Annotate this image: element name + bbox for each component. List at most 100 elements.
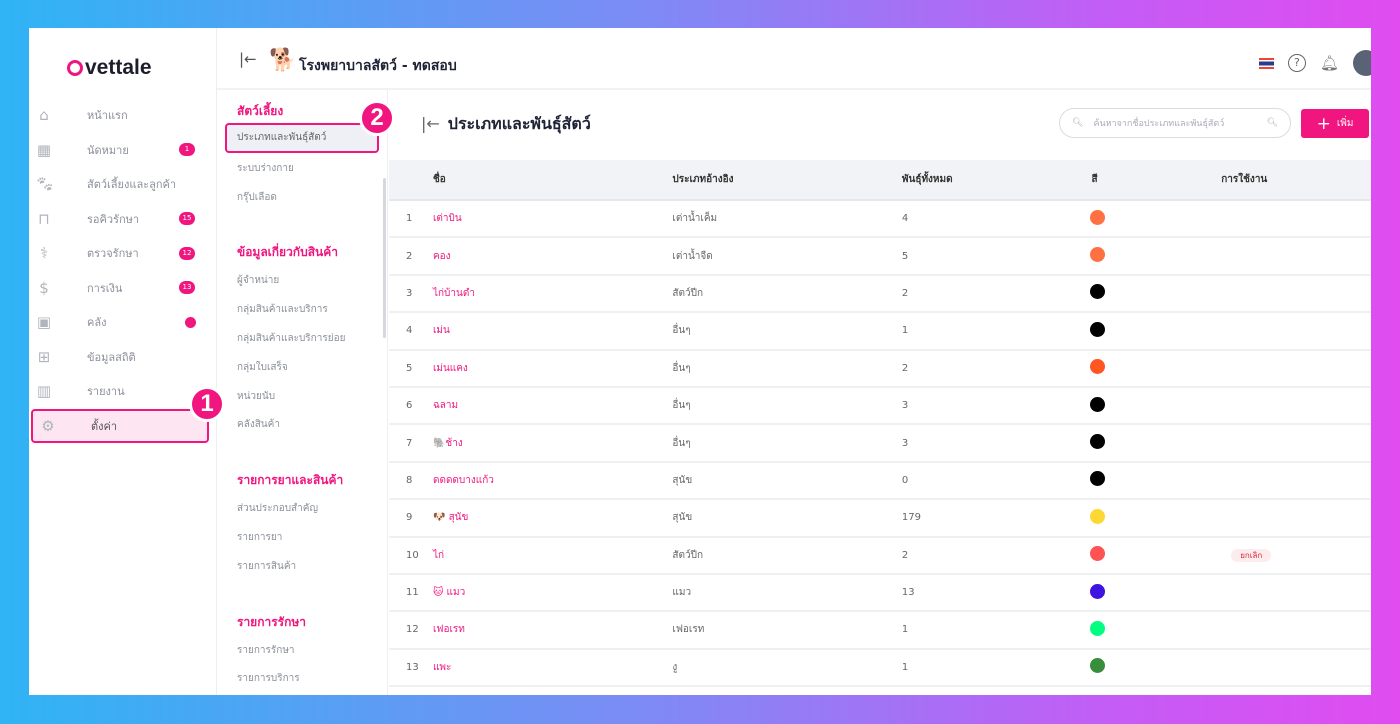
stethoscope-icon: ⚕ — [39, 244, 49, 263]
table-row[interactable]: 2 คอง เต่าน้ำจืด 5 — [389, 237, 1371, 276]
count-badge: 1 — [179, 143, 195, 157]
logo: vettale — [67, 56, 152, 80]
submenu-item[interactable]: คลังสินค้า — [237, 419, 280, 431]
color-cell — [1089, 312, 1222, 351]
color-cell — [1089, 200, 1222, 239]
add-button[interactable]: + เพิ่ม — [1301, 109, 1369, 138]
table-row[interactable]: 7 🐘ช้าง อื่นๆ 3 — [389, 424, 1371, 463]
breed-name-link[interactable]: เม่นแคง — [432, 349, 673, 388]
breed-name-link[interactable]: 🐘ช้าง — [432, 424, 673, 463]
help-icon[interactable]: ? — [1287, 54, 1306, 72]
reference-type: อื่นๆ — [672, 312, 902, 351]
sidebar-nav: ⌂ หน้าแรก ▦ นัดหมาย 1 🐾︎ สัตว์เลี้ยงและลูกค้า ⊓… — [29, 98, 217, 443]
count-badge: 13 — [179, 281, 195, 295]
breed-name-link[interactable]: ไก่ — [432, 536, 673, 575]
submenu-item[interactable]: รายการสินค้า — [237, 560, 297, 572]
table-row[interactable]: 8 ดดดดบางแก้ว สุนัข 0 — [389, 461, 1371, 501]
submenu-item[interactable]: รายการรักษา — [237, 644, 295, 656]
color-swatch — [1089, 284, 1105, 300]
submenu-scrollbar[interactable] — [383, 178, 386, 338]
breed-name-link[interactable]: 🐱 แมว — [432, 573, 673, 613]
color-swatch — [1089, 658, 1105, 674]
settings-submenu: สัตว์เลี้ยง ประเภทและพันธุ์สัตว์ ระบบร่างก… — [217, 90, 388, 695]
add-label: เพิ่ม — [1336, 118, 1354, 129]
search-submit-icon[interactable]: 🔍︎ — [1266, 118, 1278, 128]
reference-type: สัตว์ปีก — [672, 274, 902, 314]
sidebar-item-label: รายงาน — [87, 385, 125, 399]
breed-name-link[interactable]: เต่าบิน — [432, 200, 673, 239]
table-row[interactable]: 12 เฟอเรท เฟอเรท 1 — [389, 611, 1371, 650]
status-cell — [1221, 573, 1371, 613]
sidebar-item-home[interactable]: ⌂ หน้าแรก — [29, 98, 217, 133]
avatar[interactable] — [1353, 50, 1371, 76]
status-cell — [1221, 312, 1371, 351]
table-row[interactable]: 13 แพะ งู 1 — [389, 648, 1371, 688]
sidebar-item-box[interactable]: ▣ คลัง — [29, 305, 217, 340]
sidebar-item-calendar[interactable]: ▦ นัดหมาย 1 — [29, 133, 217, 168]
submenu-item[interactable]: ระบบร่างกาย — [237, 162, 294, 174]
table-row[interactable]: 3 ไก่บ้านดำ สัตว์ปีก 2 — [389, 274, 1371, 314]
sidebar-item-sofa[interactable]: ⊓ รอคิวรักษา 15 — [29, 202, 217, 237]
status-cell — [1221, 200, 1371, 239]
sidebar-item-label: นัดหมาย — [87, 143, 129, 157]
breed-count: 3 — [901, 424, 1092, 463]
table-row[interactable]: 10 ไก่ สัตว์ปีก 2 ยกเลิก — [389, 536, 1371, 575]
submenu-item[interactable]: รายการบริการ — [237, 673, 300, 685]
home-icon: ⌂ — [39, 106, 49, 125]
submenu-section-title: รายการยาและสินค้า — [237, 473, 344, 488]
sidebar-item-chart[interactable]: ▥ รายงาน — [29, 374, 217, 409]
breed-name-link[interactable]: แพะ — [432, 648, 673, 688]
submenu-item[interactable]: กลุ่มใบเสร็จ — [237, 361, 288, 373]
status-badge: ยกเลิก — [1231, 548, 1272, 562]
submenu-item[interactable]: กรุ๊ปเลือด — [237, 191, 277, 203]
color-cell — [1089, 573, 1222, 613]
submenu-item[interactable]: ส่วนประกอบสำคัญ — [237, 503, 318, 515]
submenu-item[interactable]: กลุ่มสินค้าและบริการ — [237, 304, 328, 316]
status-cell — [1221, 349, 1371, 388]
bell-icon[interactable]: 🔔︎ — [1319, 54, 1339, 72]
table-row[interactable]: 9 🐶 สุนัข สุนัข 179 — [389, 499, 1371, 538]
breed-name-link[interactable]: 🐶 สุนัข — [432, 499, 673, 538]
sidebar-item-paw[interactable]: 🐾︎ สัตว์เลี้ยงและลูกค้า — [29, 167, 217, 202]
sidebar: vettale ⌂ หน้าแรก ▦ นัดหมาย 1 🐾︎ สัตว์เลี้ยงแล… — [29, 28, 217, 695]
color-swatch — [1089, 321, 1105, 337]
box-icon: ▣ — [36, 313, 52, 332]
submenu-item[interactable]: ประเภทและพันธุ์สัตว์ — [225, 123, 379, 153]
submenu-item[interactable]: ผู้จำหน่าย — [237, 275, 280, 287]
table-row[interactable]: 5 เม่นแคง อื่นๆ 2 — [389, 349, 1371, 388]
column-header: การใช้งาน — [1221, 160, 1371, 201]
color-swatch — [1089, 620, 1105, 636]
color-cell — [1089, 648, 1222, 688]
sidebar-item-label: สัตว์เลี้ยงและลูกค้า — [87, 178, 177, 192]
sidebar-item-stethoscope[interactable]: ⚕ ตรวจรักษา 12 — [29, 236, 217, 271]
breed-count: 1 — [901, 312, 1092, 351]
table-row[interactable]: 6 ฉลาม อื่นๆ 3 — [389, 386, 1371, 426]
breed-name-link[interactable]: คอง — [432, 237, 673, 276]
table-row[interactable]: 1 เต่าบิน เต่าน้ำเค็ม 4 — [389, 200, 1371, 239]
search-input[interactable]: 🔍︎ ค้นหาจากชื่อประเภทและพันธุ์สัตว์ 🔍︎ — [1059, 108, 1291, 138]
gear-icon: ⚙ — [41, 416, 55, 435]
row-number: 4 — [389, 312, 433, 351]
breed-name-link[interactable]: เฟอเรท — [432, 611, 673, 650]
submenu-item[interactable]: กลุ่มสินค้าและบริการย่อย — [237, 333, 346, 344]
breed-name-link[interactable]: ฉลาม — [432, 386, 673, 426]
breed-name-link[interactable]: ไก่บ้านดำ — [432, 274, 673, 314]
sidebar-item-grid[interactable]: ⊞ ข้อมูลสถิติ — [29, 340, 217, 375]
table-row[interactable]: 4 เม่น อื่นๆ 1 — [389, 312, 1371, 351]
sidebar-item-gear[interactable]: ⚙ ตั้งค่า — [31, 408, 209, 443]
column-header: สี — [1091, 160, 1222, 201]
sidebar-item-money-hand[interactable]: $ การเงิน 13 — [29, 271, 217, 306]
collapse-sidebar-icon[interactable]: |← — [239, 50, 257, 68]
submenu-item[interactable]: หน่วยนับ — [237, 390, 276, 402]
thai-flag-icon[interactable] — [1258, 57, 1274, 69]
color-swatch — [1089, 434, 1105, 450]
back-icon[interactable]: |← — [421, 114, 440, 133]
breed-name-link[interactable]: ดดดดบางแก้ว — [432, 461, 673, 501]
submenu-item[interactable]: รายการยา — [237, 532, 283, 543]
row-number: 2 — [389, 237, 433, 276]
reference-type: งู — [672, 648, 902, 688]
breed-name-link[interactable]: เม่น — [432, 312, 673, 351]
table-row[interactable]: 11 🐱 แมว แมว 13 — [389, 573, 1371, 613]
notification-dot — [185, 316, 196, 328]
status-cell — [1221, 424, 1371, 463]
